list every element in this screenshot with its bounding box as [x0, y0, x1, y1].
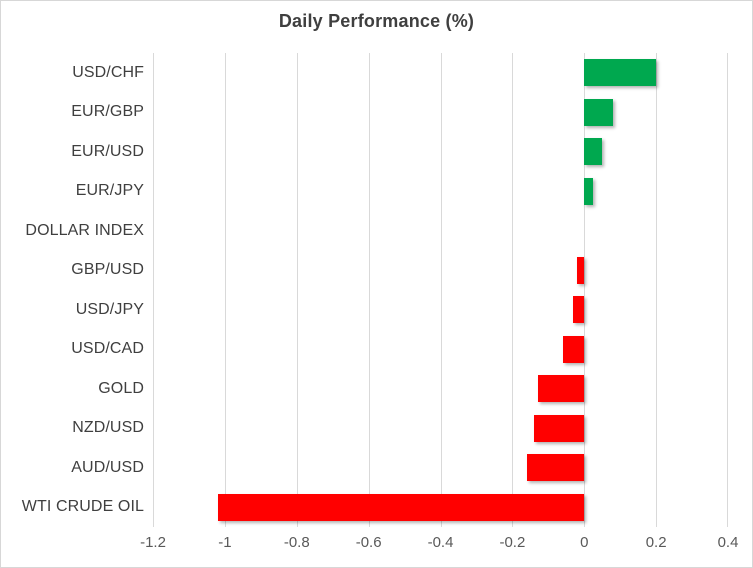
bar-eur-gbp	[584, 98, 613, 126]
gridline-x-0.2	[656, 53, 658, 527]
bar-eur-jpy	[584, 177, 594, 205]
category-label-usd-cad: USD/CAD	[71, 340, 144, 358]
category-label-usd-chf: USD/CHF	[72, 63, 144, 81]
gridline-x--1	[224, 53, 226, 527]
category-label-gold: GOLD	[98, 379, 144, 397]
value-axis: -1.2 -1 -0.8 -0.6 -0.4 -0.2 0 0.2 0.4	[140, 534, 738, 554]
category-label-dollar-index: DOLLAR INDEX	[25, 221, 144, 239]
category-label-eur-usd: EUR/USD	[71, 142, 144, 160]
bar-usd-jpy	[573, 296, 585, 324]
x-tick-label-0.4: 0.4	[717, 534, 739, 551]
category-label-gbp-usd: GBP/USD	[71, 261, 144, 279]
gridline-x--1.2	[153, 53, 154, 527]
gridline-x--0.2	[512, 53, 514, 527]
bar-aud-usd	[526, 454, 585, 482]
x-tick-label--1: -1	[218, 534, 232, 551]
bar-gbp-usd	[577, 256, 585, 284]
plot-area	[153, 53, 728, 527]
x-tick-label-0: 0	[580, 534, 589, 551]
gridline-x--0.8	[296, 53, 298, 527]
x-tick-label--0.8: -0.8	[283, 534, 310, 551]
category-label-usd-jpy: USD/JPY	[75, 300, 144, 318]
category-label-nzd-usd: NZD/USD	[72, 419, 144, 437]
gridline-x--0.4	[440, 53, 442, 527]
bar-eur-usd	[584, 138, 603, 166]
category-label-aud-usd: AUD/USD	[71, 458, 144, 476]
bar-usd-cad	[562, 335, 585, 363]
x-tick-label--0.6: -0.6	[355, 534, 382, 551]
category-label-eur-jpy: EUR/JPY	[75, 182, 144, 200]
category-label-wti-crude-oil: WTI CRUDE OIL	[21, 498, 144, 516]
bar-gold	[537, 375, 585, 403]
category-label-eur-gbp: EUR/GBP	[71, 103, 144, 121]
x-tick-label--1.2: -1.2	[140, 534, 166, 551]
x-tick-label--0.4: -0.4	[427, 534, 454, 551]
x-tick-label--0.2: -0.2	[499, 534, 526, 551]
bar-nzd-usd	[533, 414, 585, 442]
gridline-x-0.4	[727, 53, 728, 527]
bar-usd-chf	[584, 59, 657, 87]
gridline-x-0	[584, 53, 586, 527]
chart-title: Daily Performance (%)	[278, 11, 475, 31]
bar-wti-crude-oil	[217, 493, 585, 521]
category-axis: USD/CHF EUR/GBP EUR/USD EUR/JPY DOLLAR INDEX…	[1, 53, 144, 527]
gridline-x--0.6	[368, 53, 370, 527]
x-tick-label-0.2: 0.2	[645, 534, 667, 551]
